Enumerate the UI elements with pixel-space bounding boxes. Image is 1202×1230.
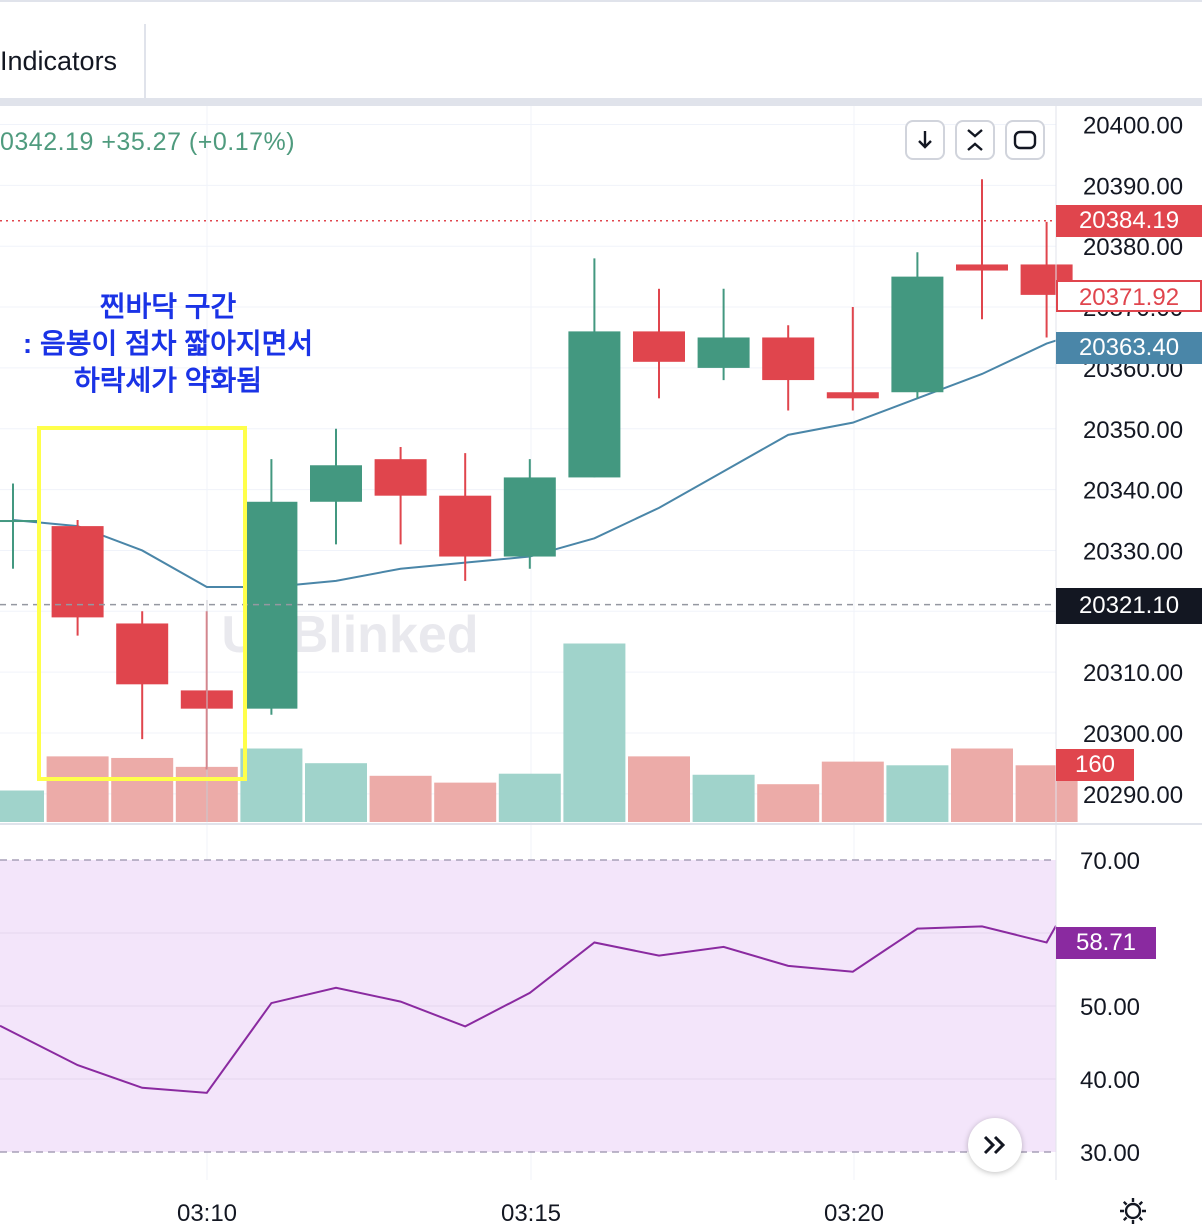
candle <box>891 252 944 399</box>
gear-icon <box>1120 1198 1146 1224</box>
reference-lines <box>0 219 1056 822</box>
price-tick-label: 20400.00 <box>1083 113 1183 140</box>
volume-bar <box>628 756 690 822</box>
candle-body <box>503 477 556 557</box>
scroll-to-realtime-button[interactable] <box>968 1118 1022 1172</box>
candle <box>245 459 298 715</box>
price-tick-label: 20390.00 <box>1083 173 1183 200</box>
candle-body <box>51 526 104 618</box>
indicators-label: Indicators <box>0 45 118 76</box>
candle-body <box>633 331 685 362</box>
annotation-line-2: : 음봉이 점차 짧아지면서 <box>22 328 314 359</box>
highlight-box <box>37 426 247 781</box>
rsi-axis: 70.00 50.00 40.00 30.00 <box>1080 848 1140 1167</box>
price-tick-label: 20340.00 <box>1083 478 1183 505</box>
price-tick-label: 20310.00 <box>1083 660 1183 687</box>
rsi-value-tag: 58.71 <box>1056 927 1156 959</box>
rsi-tick-label: 70.00 <box>1080 848 1140 875</box>
rsi-line <box>0 925 1057 1094</box>
candle-body <box>956 264 1008 271</box>
rsi-tick-label: 50.00 <box>1080 994 1140 1021</box>
fullscreen-icon <box>1013 130 1037 150</box>
volume-bar <box>434 782 497 822</box>
high-line-tag: 20384.19 <box>1056 205 1202 237</box>
candle <box>374 447 427 545</box>
price-tick-label: 20300.00 <box>1083 721 1183 748</box>
volume-tag: 160 <box>1056 749 1134 781</box>
double-chevron-right-icon <box>983 1135 1006 1155</box>
volume-bar <box>46 756 109 822</box>
volume-bar <box>111 757 174 822</box>
volume-bar <box>0 790 44 822</box>
volume-bars <box>0 643 1078 822</box>
candle-body <box>568 331 621 478</box>
legend-change: +35.27 (+0.17%) <box>101 128 296 156</box>
candle <box>697 288 750 381</box>
collapse-button[interactable] <box>955 120 995 160</box>
top-toolbar: Indicators <box>0 0 1202 106</box>
rsi-tick-label: 30.00 <box>1080 1140 1140 1167</box>
price-tick-label: 20290.00 <box>1083 782 1183 809</box>
candle <box>51 520 104 636</box>
legend-close: 0342.19 <box>0 128 94 156</box>
candle <box>762 325 815 411</box>
candle <box>826 307 879 411</box>
last-price-tag: 20371.92 <box>1056 280 1202 312</box>
time-tick-label: 03:10 <box>177 1200 237 1227</box>
annotation-note: 찐바닥 구간 : 음봉이 점차 짧아지면서 하락세가 약화됨 <box>8 288 328 399</box>
scroll-down-button[interactable] <box>905 120 945 160</box>
candle <box>116 611 169 740</box>
volume-bar <box>886 765 949 822</box>
volume-bar <box>563 643 626 822</box>
volume-bar <box>757 784 820 822</box>
candle <box>310 428 362 545</box>
candle <box>568 258 621 478</box>
fullscreen-button[interactable] <box>1005 120 1045 160</box>
rsi-tick-label: 40.00 <box>1080 1067 1140 1094</box>
volume-bar <box>951 748 1013 822</box>
annotation-line-1: 찐바닥 구간 <box>99 291 237 322</box>
settings-button[interactable] <box>1116 1194 1150 1228</box>
candle <box>633 288 685 399</box>
price-tick-label: 20330.00 <box>1083 538 1183 565</box>
candle-body <box>439 495 492 557</box>
volume-bar <box>692 774 755 822</box>
volume-bar <box>821 761 884 822</box>
candle-body <box>826 392 879 399</box>
collapse-icon <box>967 129 983 151</box>
volume-bar <box>240 748 303 822</box>
time-axis: 03:10 03:15 03:20 <box>177 1200 884 1227</box>
volume-bar <box>369 775 432 822</box>
candle-body <box>310 465 362 502</box>
candle <box>956 179 1008 320</box>
candle <box>503 459 556 569</box>
candle <box>0 483 39 569</box>
price-tick-label: 20380.00 <box>1083 234 1183 261</box>
volume-bar <box>498 773 561 822</box>
time-tick-label: 03:15 <box>501 1200 561 1227</box>
indicators-button[interactable]: Indicators <box>0 24 146 98</box>
price-tick-label: 20350.00 <box>1083 417 1183 444</box>
candle-body <box>891 276 944 393</box>
price-legend: 0342.19 +35.27 (+0.17%) <box>0 128 295 157</box>
rsi-grid <box>0 859 1056 1153</box>
rsi-polyline <box>0 925 1057 1094</box>
annotation-line-3: 하락세가 약화됨 <box>73 365 263 396</box>
crosshair-price-tag: 20321.10 <box>1056 588 1202 624</box>
ma-price-tag: 20363.40 <box>1056 332 1202 364</box>
candle-body <box>697 337 750 368</box>
toolbar-divider <box>0 98 1202 106</box>
volume-bar <box>305 763 367 822</box>
moving-average <box>12 339 1057 588</box>
candle-body <box>762 337 815 381</box>
candles <box>0 179 1073 770</box>
arrow-down-icon <box>918 131 932 149</box>
ma-line <box>12 339 1057 588</box>
candle-body <box>116 623 169 685</box>
candle <box>439 453 492 581</box>
time-tick-label: 03:20 <box>824 1200 884 1227</box>
candle-body <box>374 459 427 496</box>
candle-body <box>0 520 39 523</box>
